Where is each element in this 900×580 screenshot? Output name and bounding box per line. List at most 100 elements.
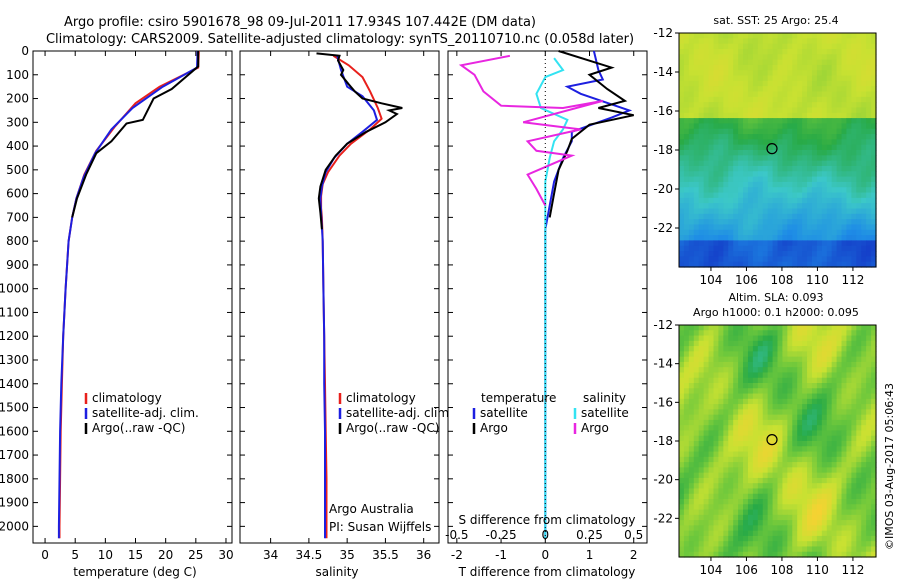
sla-map-cell [792,462,798,468]
sst-map-cell [787,70,793,77]
sla-map-cell [816,462,823,468]
sla-map-cell [703,504,710,511]
sla-map-cell [728,398,734,405]
sst-map-cell [708,176,715,183]
sst-map-cell [816,128,823,135]
sst-map-cell [679,219,685,226]
sst-map-cell [738,102,744,109]
sst-map-cell [856,192,862,199]
sla-map-cell [728,388,734,395]
sla-map-cell [861,330,867,337]
sla-map-cell [787,330,793,337]
sla-map-cell [846,340,852,347]
sla-map-cell [807,419,813,426]
sla-map-cell [738,525,744,532]
sst-map-cell [723,213,729,220]
sla-map-cell [826,325,833,331]
sla-map-cell [713,398,719,405]
sst-map-cell [688,48,695,55]
sla-map-cell [811,430,818,437]
sst-map-cell [728,112,734,119]
sla-map-cell [728,462,734,468]
sla-map-cell [811,509,818,516]
sst-map-cell [866,134,872,140]
sst-map-cell [738,251,744,257]
temperature-ytick-label: 100 [6,68,29,82]
sst-map-cell [713,102,719,109]
sst-map-cell [693,123,700,130]
sst-map-cell [752,33,759,39]
sla-map-cell [792,488,798,495]
sla-map-cell [811,346,818,352]
sst-map-cell [846,139,852,146]
sst-map-cell [762,64,769,71]
sla-map-cell [728,361,734,368]
sst-map-cell [807,64,813,71]
sla-map-cell [747,414,754,421]
sst-map-cell [698,75,705,82]
sst-map-cell [831,171,838,178]
sla-map-cell [688,419,695,426]
sst-map-cell [688,134,695,140]
sla-map-cell [728,356,734,363]
sla-map-cell [713,361,719,368]
sst-map-cell [772,102,779,109]
sst-map-cell [698,123,705,130]
sst-map-cell [743,118,749,125]
sst-map-cell [851,213,857,220]
sla-map-cell [826,467,833,474]
sla-map-cell [846,409,852,416]
sst-map-cell [743,86,749,93]
sst-map-cell [693,155,700,162]
sla-map-cell [757,483,764,490]
sst-map-cell [698,261,705,268]
sla-map-cell [851,356,857,363]
sst-map-cell [792,261,798,268]
sla-map-cell [772,446,779,453]
sst-map-cell [762,176,769,183]
sla-map-cell [708,514,715,521]
sst-map-cell [836,192,843,199]
sla-map-cell [728,446,734,453]
sla-map-cell [723,356,729,363]
sst-map-cell [792,240,798,247]
sst-map-cell [797,144,803,151]
sla-map-cell [762,425,769,432]
sst-map-cell [688,150,695,156]
sla-map-cell [787,493,793,500]
sla-map-cell [683,377,690,384]
sst-map-cell [752,181,759,188]
sst-map-cell [738,203,744,210]
sla-map-cell [866,456,872,463]
sla-map-cell [782,472,788,479]
sla-map-cell [836,520,843,526]
salinity-xtick-label: 34 [263,548,278,562]
sla-map-cell [856,551,862,558]
sla-map-cell [703,383,710,389]
sla-map-cell [772,430,779,437]
sst-map-cell [679,96,685,103]
sst-map-cell [821,80,828,87]
sst-map-cell [683,128,690,135]
sst-map-cell [747,91,754,98]
sla-map-cell [792,435,798,442]
sst-map-cell [679,102,685,109]
sst-map-cell [826,171,833,178]
sst-map-cell [698,86,705,93]
sla-map-cell [743,409,749,416]
sst-map-cell [841,91,848,98]
sla-map-cell [816,414,823,421]
sst-map-cell [718,80,724,87]
sst-map-cell [821,224,828,231]
sla-map-cell [846,446,852,453]
sst-map-cell [772,38,779,45]
sla-map-cell [767,425,774,432]
sla-map-cell [767,398,774,405]
sst-map-cell [772,48,779,55]
sla-map-cell [679,509,685,516]
sla-map-cell [826,472,833,479]
sst-map-cell [679,176,685,183]
sla-map-cell [782,398,788,405]
sst-map-cell [693,219,700,226]
sst-map-cell [688,160,695,167]
